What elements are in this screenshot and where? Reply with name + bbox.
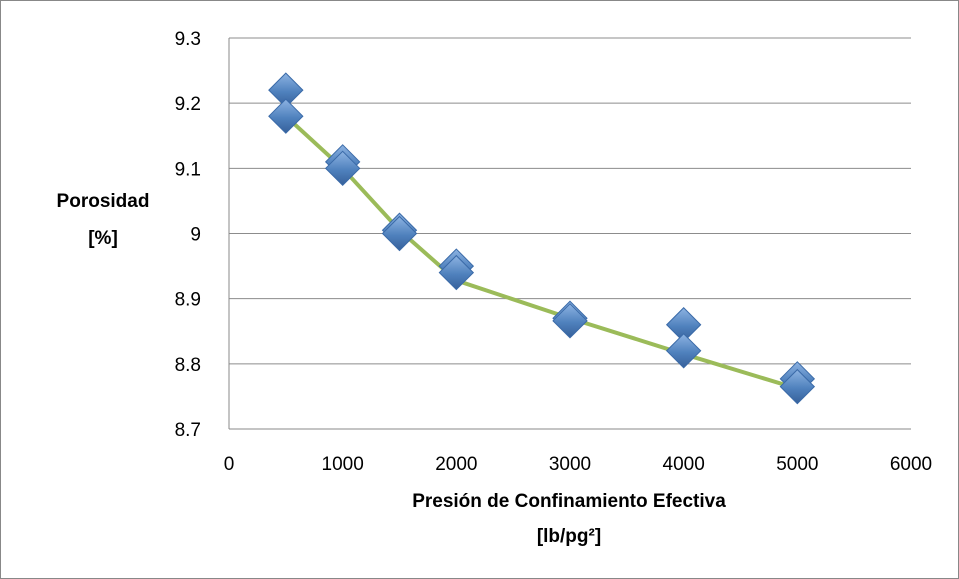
y-tick-labels: 8.7 8.8 8.9 9 9.1 9.2 9.3	[175, 29, 201, 441]
y-tick-label: 9	[190, 225, 201, 246]
x-tick-label: 0	[224, 454, 235, 475]
data-point-diamond	[381, 215, 418, 252]
data-point-diamond	[552, 303, 588, 339]
x-axis-unit: [lb/pg²]	[537, 526, 601, 547]
y-tick-label: 9.2	[175, 94, 201, 115]
y-axis-title: Porosidad	[57, 191, 150, 212]
y-tick-label: 8.7	[175, 420, 201, 441]
data-point-diamond	[665, 333, 702, 369]
trend-line-series	[283, 114, 800, 391]
y-tick-label: 8.9	[175, 290, 201, 311]
x-tick-labels: 0 1000 2000 3000 4000 5000 6000	[224, 454, 932, 475]
data-point-diamond	[438, 254, 475, 291]
x-tick-label: 4000	[663, 454, 705, 475]
x-tick-label: 6000	[890, 454, 932, 475]
x-tick-label: 3000	[549, 454, 591, 475]
x-axis-title: Presión de Confinamiento Efectiva	[412, 491, 726, 512]
y-tick-label: 9.1	[175, 159, 201, 180]
data-point-diamond	[779, 368, 816, 405]
data-points	[268, 72, 816, 405]
y-tick-label: 9.3	[175, 29, 201, 50]
y-tick-label: 8.8	[175, 355, 201, 376]
data-point-diamond	[324, 150, 361, 187]
y-axis-unit: [%]	[88, 228, 118, 249]
x-tick-label: 5000	[776, 454, 818, 475]
trend-line	[283, 114, 800, 391]
x-tick-label: 1000	[322, 454, 364, 475]
data-point-diamond	[268, 98, 304, 134]
x-tick-label: 2000	[435, 454, 477, 475]
